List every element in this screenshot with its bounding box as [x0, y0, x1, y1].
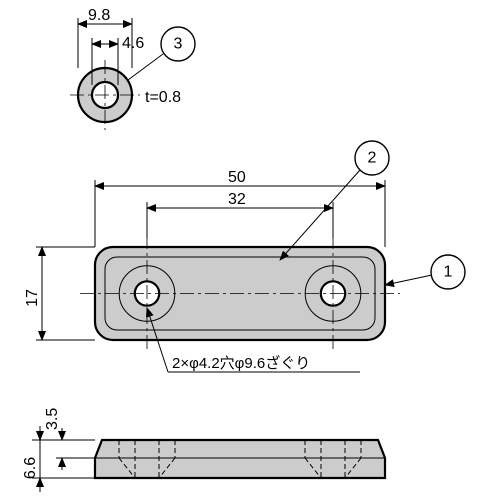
plate-pitch-label: 32 — [228, 191, 246, 208]
washer-thickness-label: t=0.8 — [145, 89, 181, 106]
plate-width-label: 17 — [24, 289, 41, 307]
washer-view: 9.8 4.6 t=0.8 3 — [70, 7, 195, 130]
balloon-1: 1 — [444, 264, 453, 281]
washer-id-label: 4.6 — [122, 35, 144, 52]
washer-od-label: 9.8 — [88, 7, 110, 24]
balloon-3: 3 — [174, 36, 183, 53]
side-total-label: 6.6 — [22, 457, 39, 479]
technical-drawing: 9.8 4.6 t=0.8 3 50 — [0, 0, 500, 500]
balloon-2: 2 — [368, 150, 377, 167]
hole-note: 2×φ4.2穴φ9.6ざぐり — [172, 354, 310, 372]
side-step-label: 3.5 — [44, 408, 61, 430]
plate-side-view: 3.5 6.6 — [22, 408, 385, 492]
plate-length-label: 50 — [228, 169, 246, 186]
plate-top-view: 50 32 17 2 1 2×φ4.2穴φ9.6ざぐり — [24, 141, 465, 372]
